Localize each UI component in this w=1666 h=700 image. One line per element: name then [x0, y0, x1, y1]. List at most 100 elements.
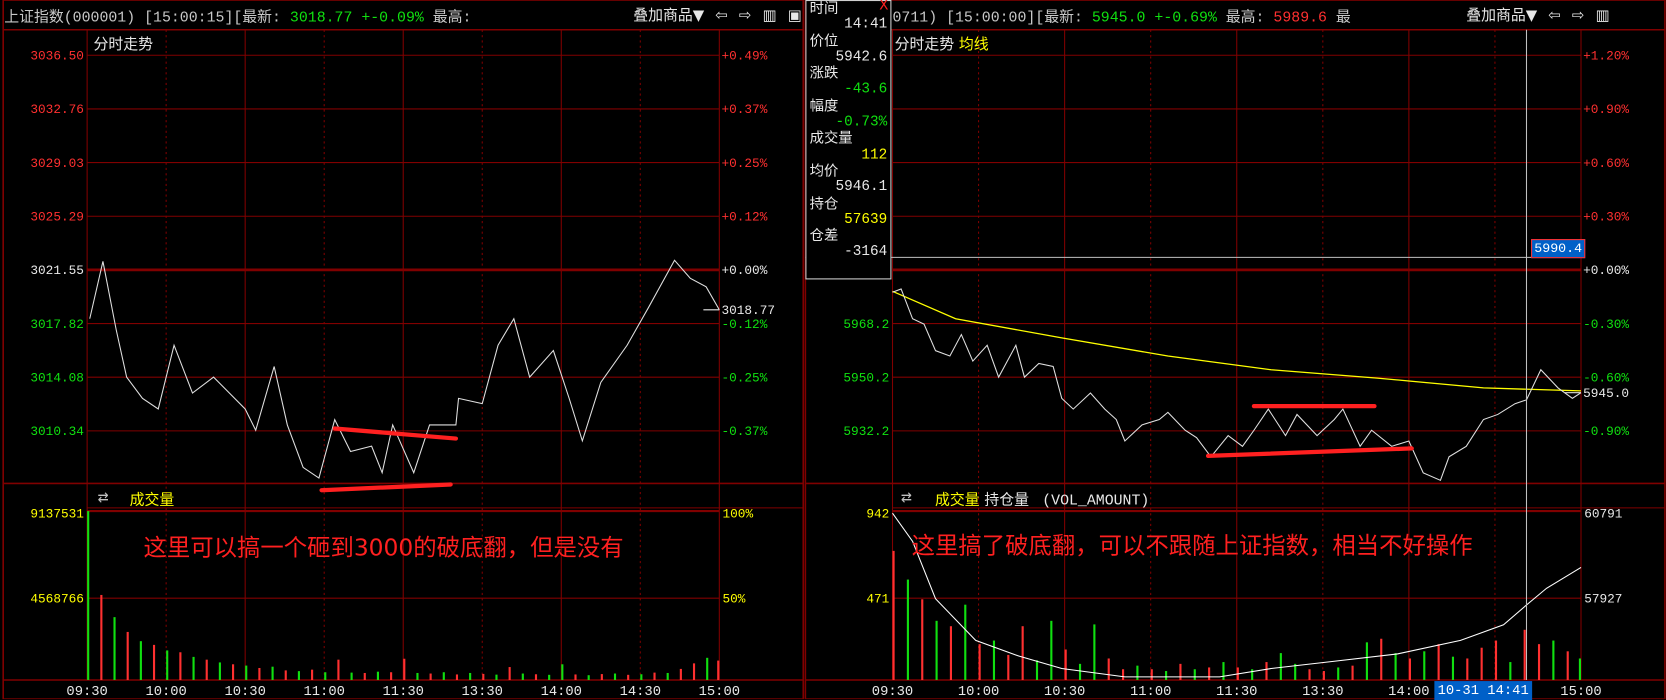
volume-bar — [1380, 638, 1383, 680]
volume-bar — [964, 604, 967, 680]
volume-axis-label: 4568766 — [30, 591, 84, 606]
volume-bar — [1251, 669, 1254, 680]
volume-bar — [1552, 640, 1555, 680]
volume-bar — [271, 666, 274, 680]
volume-bar — [469, 672, 472, 680]
info-value: 57639 — [844, 212, 888, 229]
swap-indicator-icon[interactable]: ⇄ — [97, 488, 109, 509]
volume-bar — [892, 550, 895, 680]
percent-axis-label: +0.12% — [721, 209, 767, 224]
left-volume-title[interactable]: 成交量 — [129, 491, 175, 509]
info-value: -43.6 — [844, 82, 888, 99]
volume-right-label: 57927 — [1584, 591, 1622, 606]
latest-price: 5945.0 — [1091, 9, 1146, 27]
volume-bar — [1308, 669, 1311, 680]
average-price-line — [892, 290, 1582, 392]
volume-title[interactable]: 成交量 — [935, 491, 980, 509]
info-value: 112 — [861, 147, 888, 164]
open-interest-title[interactable]: 持仓量 — [984, 491, 1029, 509]
volume-bar — [1494, 640, 1498, 680]
instrument-name: 0711) — [892, 9, 938, 27]
volume-bar — [653, 672, 656, 680]
volume-bar — [587, 675, 590, 680]
overlay-dropdown[interactable]: 叠加商品▼ — [1466, 7, 1538, 25]
info-label: 涨跌 — [809, 65, 839, 83]
volume-bar — [113, 617, 116, 680]
window-icon[interactable]: ▣ — [787, 7, 802, 25]
volume-bar — [218, 662, 221, 680]
arrow-right-icon[interactable]: ⇨ — [1571, 7, 1585, 25]
time-axis-label: 10:00 — [145, 685, 186, 699]
price-axis-label: 3036.50 — [30, 49, 84, 64]
volume-bar — [1021, 626, 1024, 680]
percent-axis-label: +0.37% — [721, 102, 767, 117]
time-axis-label: 11:30 — [383, 685, 424, 699]
volume-bar — [692, 663, 696, 680]
volume-right-label: 60791 — [1584, 506, 1623, 521]
info-label: 幅度 — [809, 97, 839, 115]
volume-bar — [416, 672, 419, 680]
volume-bar — [561, 664, 564, 680]
volume-bar — [1437, 644, 1440, 680]
chart-title: 分时走势 — [894, 36, 955, 54]
right-quote-header: 0711) [15:00:00][最新: 5945.0 +-0.69% 最高: … — [892, 5, 1351, 27]
volume-bar — [1322, 671, 1325, 680]
volume-bar — [442, 672, 445, 680]
time-axis-label: 13:30 — [1302, 685, 1343, 699]
volume-bar — [139, 641, 142, 680]
time-axis-label: 11:30 — [1216, 685, 1257, 699]
time-axis-label: 15:00 — [699, 685, 740, 699]
instrument-name: 上证指数(000001) — [4, 9, 136, 27]
volume-bar — [949, 626, 952, 680]
volume-right-label: 100% — [723, 506, 754, 521]
time-axis-label: 11:00 — [1130, 685, 1171, 699]
volume-bar — [152, 644, 156, 680]
info-value: 5946.1 — [835, 179, 888, 196]
percent-axis-label: -0.37% — [721, 424, 767, 439]
volume-bar — [627, 674, 630, 680]
close-icon[interactable]: X — [879, 0, 889, 15]
arrow-left-icon[interactable]: ⇦ — [1548, 7, 1561, 25]
layout-icon[interactable]: ▥ — [762, 7, 777, 25]
time-axis-label: 10:30 — [224, 685, 265, 699]
time-axis-label: 09:30 — [872, 685, 913, 699]
price-axis-label: 5950.2 — [843, 370, 889, 385]
volume-bar — [192, 656, 195, 680]
percent-axis-label: +0.00% — [721, 263, 767, 278]
layout-icon[interactable]: ▥ — [1595, 7, 1610, 25]
volume-bar — [1578, 658, 1581, 680]
price-axis-label: 5968.2 — [843, 317, 889, 332]
arrow-right-icon[interactable]: ⇨ — [738, 7, 752, 25]
volume-axis-label: 942 — [866, 506, 889, 521]
volume-bar — [1165, 671, 1168, 680]
volume-bar — [311, 669, 314, 680]
hand-drawn-line — [1205, 446, 1414, 459]
volume-bar — [1179, 663, 1182, 680]
volume-bar — [1265, 662, 1268, 680]
volume-bar — [1093, 624, 1096, 680]
arrow-left-icon[interactable]: ⇦ — [715, 7, 728, 25]
volume-bar — [1193, 669, 1196, 680]
volume-bar — [921, 599, 924, 680]
panel-frame — [2, 0, 805, 700]
volume-bar — [1078, 663, 1082, 680]
price-axis-label: 3032.76 — [30, 102, 84, 117]
info-value: 14:41 — [844, 17, 888, 34]
time-axis-label: 10:00 — [958, 685, 999, 699]
crosshair-price-label: 5990.4 — [1531, 239, 1586, 259]
volume-bar — [1279, 653, 1282, 680]
volume-bar — [1408, 658, 1411, 680]
volume-bar — [232, 664, 235, 680]
volume-bar — [297, 671, 300, 680]
volume-bar — [350, 672, 353, 680]
overlay-dropdown[interactable]: 叠加商品▼ — [633, 7, 705, 25]
volume-bar — [1523, 629, 1526, 680]
volume-bar — [284, 670, 287, 680]
volume-bar — [1365, 642, 1368, 680]
volume-right-label: 50% — [723, 591, 746, 606]
volume-axis-label: 9137531 — [30, 506, 84, 521]
high-price: 5989.6 — [1273, 9, 1327, 27]
swap-indicator-icon[interactable]: ⇄ — [901, 488, 912, 509]
info-label: 持仓 — [809, 195, 839, 213]
